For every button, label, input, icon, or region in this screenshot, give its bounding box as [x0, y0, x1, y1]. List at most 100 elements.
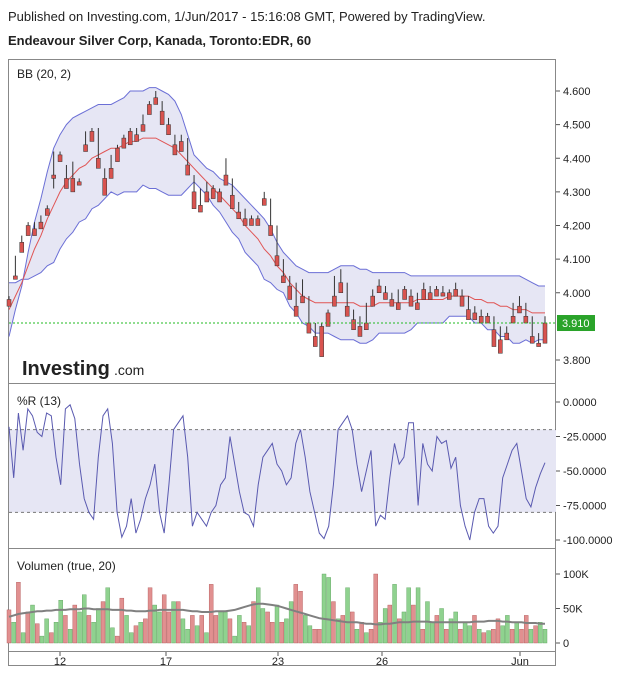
candle-body [108, 168, 114, 179]
volume-bar [119, 597, 125, 644]
candle-body [332, 295, 337, 307]
volume-bar [462, 622, 468, 644]
candle-body [32, 228, 37, 236]
candle-body [210, 188, 216, 199]
candle [96, 127, 101, 169]
volume-bar [251, 601, 256, 644]
volume-bar [538, 622, 543, 644]
time-axis-label: 23 [272, 656, 284, 668]
candle [204, 181, 210, 203]
volume-bar [53, 622, 59, 644]
time-axis-label: Jun [511, 656, 529, 668]
candle [64, 164, 69, 189]
candle-body [268, 225, 273, 236]
price-axis-label: 4.500 [563, 120, 591, 132]
candle [210, 185, 216, 199]
candle-body [364, 322, 369, 330]
volume-bar [279, 622, 284, 644]
candle [147, 101, 152, 115]
candle-body [536, 342, 541, 347]
symbol-title: Endeavour Silver Corp, Kanada, Toronto:E… [8, 33, 312, 48]
volume-bar [533, 625, 538, 644]
candle-body [491, 329, 497, 347]
volume-bar [82, 594, 87, 644]
candle-body [395, 302, 401, 310]
volume-bar [6, 609, 12, 644]
volume-bar [161, 594, 167, 644]
candle-body [447, 292, 452, 300]
candle-body [89, 131, 95, 142]
candle [198, 188, 203, 213]
candle [223, 158, 229, 186]
candle [274, 225, 280, 267]
volume-bar [114, 635, 120, 644]
candle-body [6, 299, 12, 307]
last-price-label: 3.910 [562, 318, 590, 330]
volume-bar [25, 611, 31, 644]
volume-bar [100, 601, 106, 644]
volume-bar [331, 601, 336, 644]
last-price-badge [557, 315, 595, 332]
candle-body [453, 289, 458, 297]
candle [287, 275, 293, 300]
candle-body [70, 178, 76, 193]
volume-bar [519, 629, 524, 644]
price-axis-label: 4.600 [563, 86, 591, 98]
candle-body [38, 221, 44, 230]
candle [57, 151, 63, 162]
volume-bar [171, 601, 176, 644]
candle-body [274, 255, 280, 267]
volume-panel-title: Volumen (true, 20) [17, 559, 116, 573]
candle [230, 178, 235, 209]
candle [242, 208, 248, 226]
volume-bar [190, 615, 195, 644]
candle [498, 326, 503, 354]
volume-bar [105, 587, 110, 644]
candle [415, 292, 420, 310]
price-axis-label: 4.200 [563, 221, 591, 233]
candle-body [542, 322, 548, 344]
candle-body [147, 104, 152, 115]
volume-bar [434, 615, 440, 644]
candle-body [19, 242, 25, 253]
candle [172, 134, 178, 156]
candle [268, 198, 273, 236]
volume-bar [63, 615, 68, 644]
candle [536, 333, 541, 347]
candle-body [510, 316, 516, 324]
candle-body [415, 302, 420, 310]
candle [402, 286, 407, 300]
candle [140, 114, 146, 132]
candle [325, 309, 331, 327]
volume-bar [133, 625, 139, 644]
volume-bar [368, 629, 374, 644]
volume-bar [152, 604, 157, 644]
volume-bar [359, 622, 364, 644]
candle [127, 127, 133, 146]
williams-r-panel-title: %R (13) [17, 394, 61, 408]
volume-bar [232, 635, 237, 644]
candle [306, 296, 312, 334]
candle-body [13, 275, 18, 280]
volume-bar [270, 622, 275, 644]
volume-bar [124, 615, 129, 644]
volume-bar [58, 600, 63, 644]
volume-bar [288, 601, 294, 644]
candle-body [159, 110, 165, 125]
price-axis-label: 4.300 [563, 187, 591, 199]
candle [83, 131, 88, 152]
volume-bar [467, 625, 472, 644]
candle-body [338, 282, 344, 294]
price-panel-title: BB (20, 2) [17, 67, 71, 81]
candle [76, 178, 82, 186]
candle-body [459, 295, 465, 307]
volume-bar [321, 573, 327, 644]
volume-panel: 100K 50K 0 [6, 569, 589, 650]
price-panel: 3.910 4.600 4.500 4.400 4.300 4.200 4.100 4.000… [6, 86, 595, 367]
candle-body [427, 292, 433, 300]
volume-bar [166, 611, 172, 644]
candle-body [306, 322, 312, 334]
candle [440, 286, 446, 297]
candle [32, 222, 37, 236]
